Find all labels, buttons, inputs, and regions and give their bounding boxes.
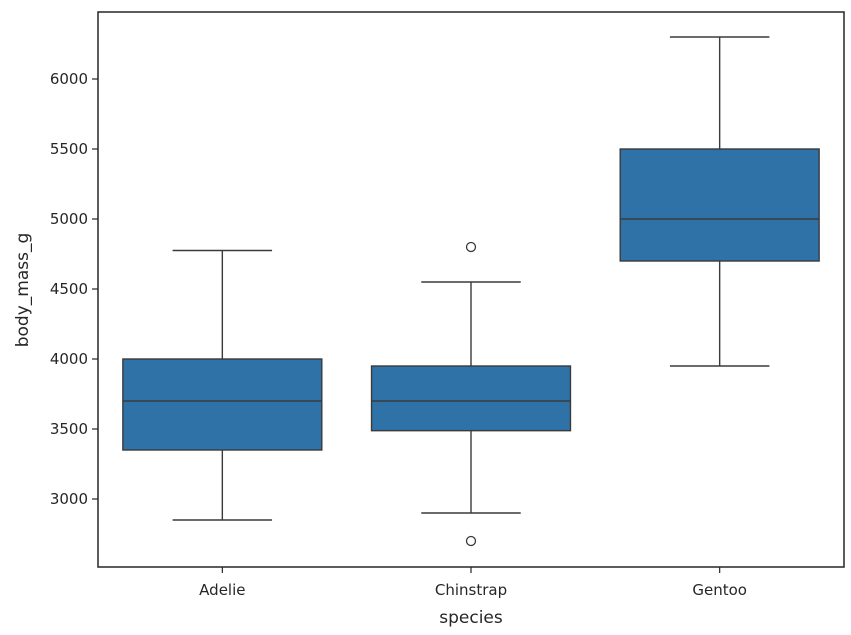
iqr-box: [619, 148, 820, 262]
y-tick-label: 3000: [50, 490, 88, 508]
outlier-point: [465, 241, 477, 253]
box-adelie: [122, 249, 323, 521]
x-tick-label: Chinstrap: [435, 581, 507, 599]
y-tick-label: 4000: [50, 350, 88, 368]
y-tick-label: 6000: [50, 70, 88, 88]
boxes-group: [122, 36, 820, 547]
y-tick-label: 3500: [50, 420, 88, 438]
x-tick-label: Gentoo: [692, 581, 747, 599]
x-axis-label: species: [439, 608, 503, 628]
outlier-point: [465, 535, 477, 547]
y-tick-label: 5000: [50, 210, 88, 228]
box-chinstrap: [370, 241, 572, 547]
y-tick-label: 5500: [50, 140, 88, 158]
x-axis: Adelie Chinstrap Gentoo: [199, 567, 747, 599]
y-axis-label: body_mass_g: [13, 233, 33, 348]
iqr-box: [122, 358, 323, 451]
x-tick-label: Adelie: [199, 581, 245, 599]
box-gentoo: [619, 36, 820, 367]
y-axis: 3000 3500 4000 4500 5000 5500 6000: [50, 70, 98, 508]
iqr-box: [370, 365, 572, 432]
y-tick-label: 4500: [50, 280, 88, 298]
